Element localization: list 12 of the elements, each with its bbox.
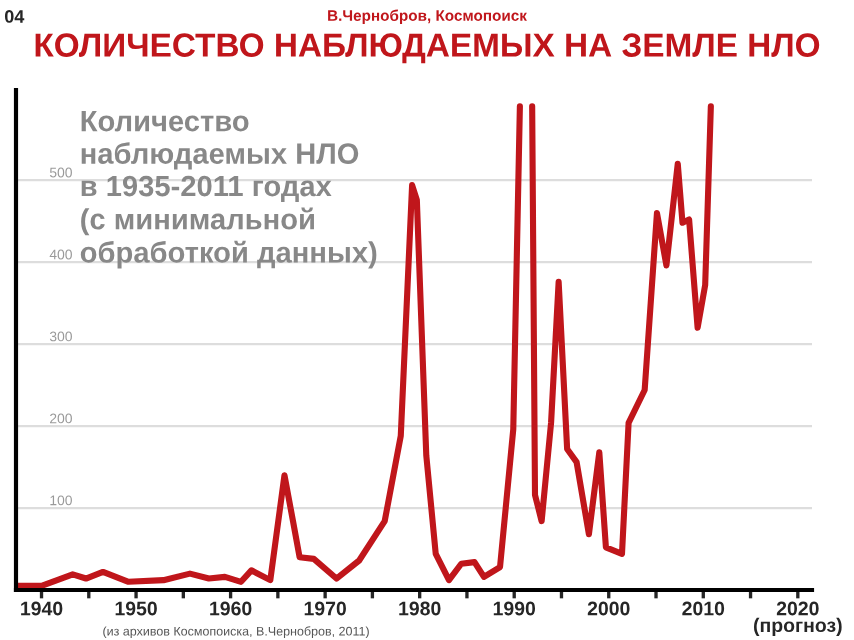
x-tick-label: 1960 [210,601,252,616]
chart-title: КОЛИЧЕСТВО НАБЛЮДАЕМЫХ НА ЗЕМЛЕ НЛО [35,33,820,64]
x-tick-label: 1940 [21,601,63,616]
x-tick-label: 2010 [682,601,725,616]
x-tick-label: 2020 (прогноз) [754,601,842,636]
x-tick-label: 1950 [115,601,157,616]
text: 04 [4,10,25,23]
x-tick-label: 1980 [399,601,441,616]
annotation: Количество наблюдаемых НЛО в 1935-2011 годах (с минимальной обработкой данных) [80,111,377,269]
x-tick-label: 1970 [304,601,346,616]
x-tick-label: 1990 [493,601,536,616]
x-tick-label: 2000 [587,601,630,616]
